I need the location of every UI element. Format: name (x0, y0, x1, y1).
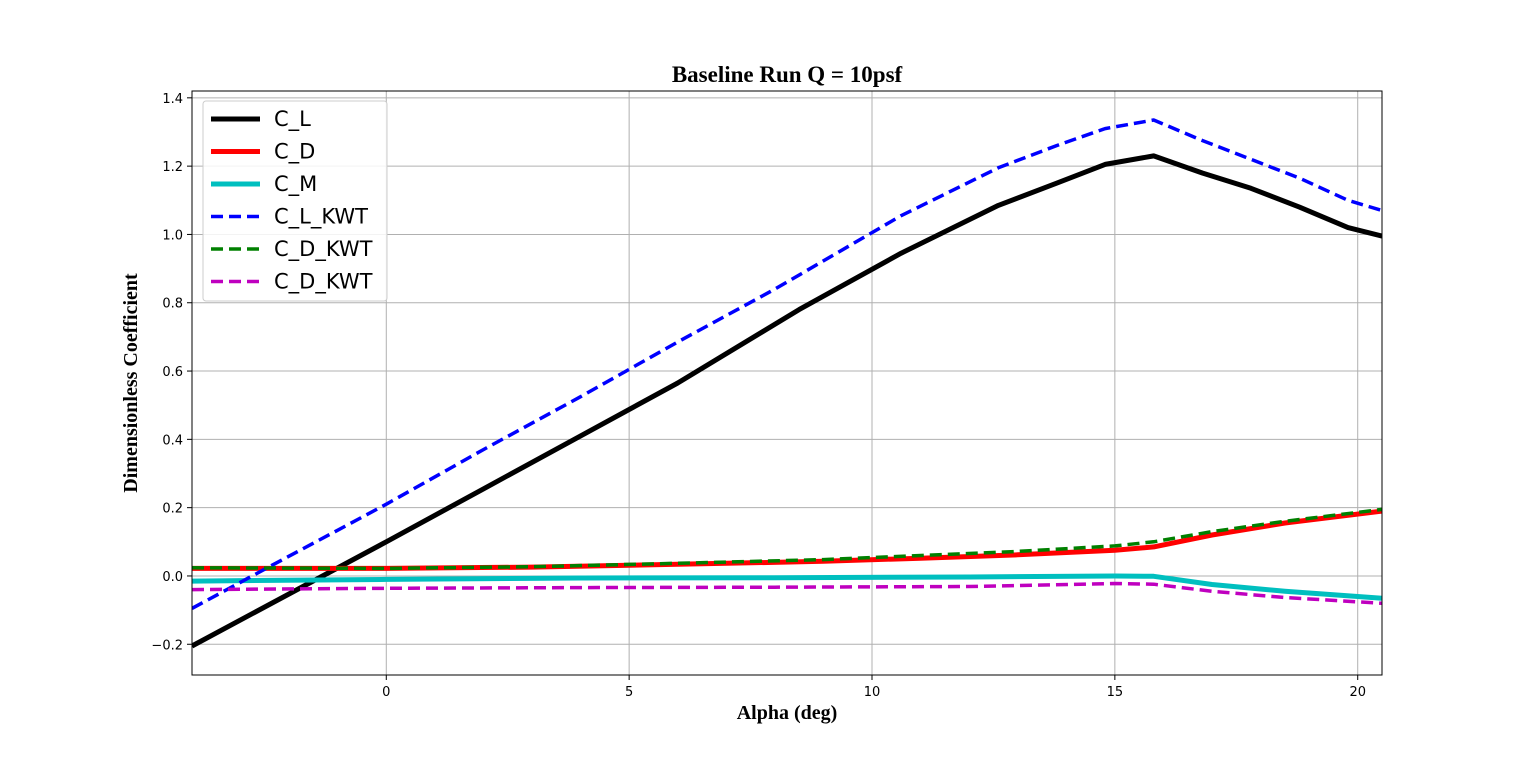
y-tick-label: 0.8 (162, 297, 183, 312)
y-tick-label: 0.2 (162, 502, 183, 517)
y-tick-label: −0.2 (151, 638, 183, 653)
y-tick-label: 1.0 (162, 228, 183, 243)
legend-label: C_D (274, 140, 315, 165)
legend-label: C_M (274, 172, 317, 197)
series-line-c-l (192, 153, 1382, 649)
series-layer (192, 118, 1382, 649)
x-axis-title: Alpha (deg) (737, 702, 838, 724)
x-ticks: 0 5 10 15 20 (382, 675, 1366, 700)
series-line-c-m (192, 573, 1382, 601)
legend-label: C_D_KWT (274, 270, 373, 295)
series-line-c-d-kwt (192, 507, 1382, 571)
x-tick-label: 10 (864, 685, 881, 700)
y-tick-label: 1.4 (162, 92, 183, 107)
plot-frame (191, 90, 1383, 676)
x-tick-label: 20 (1349, 685, 1366, 700)
x-tick-label: 15 (1107, 685, 1124, 700)
y-tick-label: 0.4 (162, 433, 183, 448)
chart-title: Baseline Run Q = 10psf (672, 62, 903, 87)
y-axis-title: Dimensionless Coefficient (120, 273, 142, 493)
y-tick-label: 0.6 (162, 365, 183, 380)
legend-label: C_L_KWT (274, 205, 368, 230)
y-tick-label: 0.0 (162, 570, 183, 585)
y-ticks: −0.2 0.0 0.2 0.4 0.6 0.8 1.0 1.2 1.4 (151, 92, 192, 653)
legend: C_L C_D C_M C_L_KWT C_D_KWT C_D_KWT (202, 100, 388, 302)
legend-label: C_D_KWT (274, 237, 373, 262)
legend-label: C_L (274, 107, 311, 132)
x-tick-label: 5 (625, 685, 633, 700)
y-tick-label: 1.2 (162, 160, 183, 175)
x-tick-label: 0 (382, 685, 390, 700)
series-line-c-l-kwt (192, 118, 1382, 610)
series-line-c-d-kwt (192, 581, 1382, 606)
